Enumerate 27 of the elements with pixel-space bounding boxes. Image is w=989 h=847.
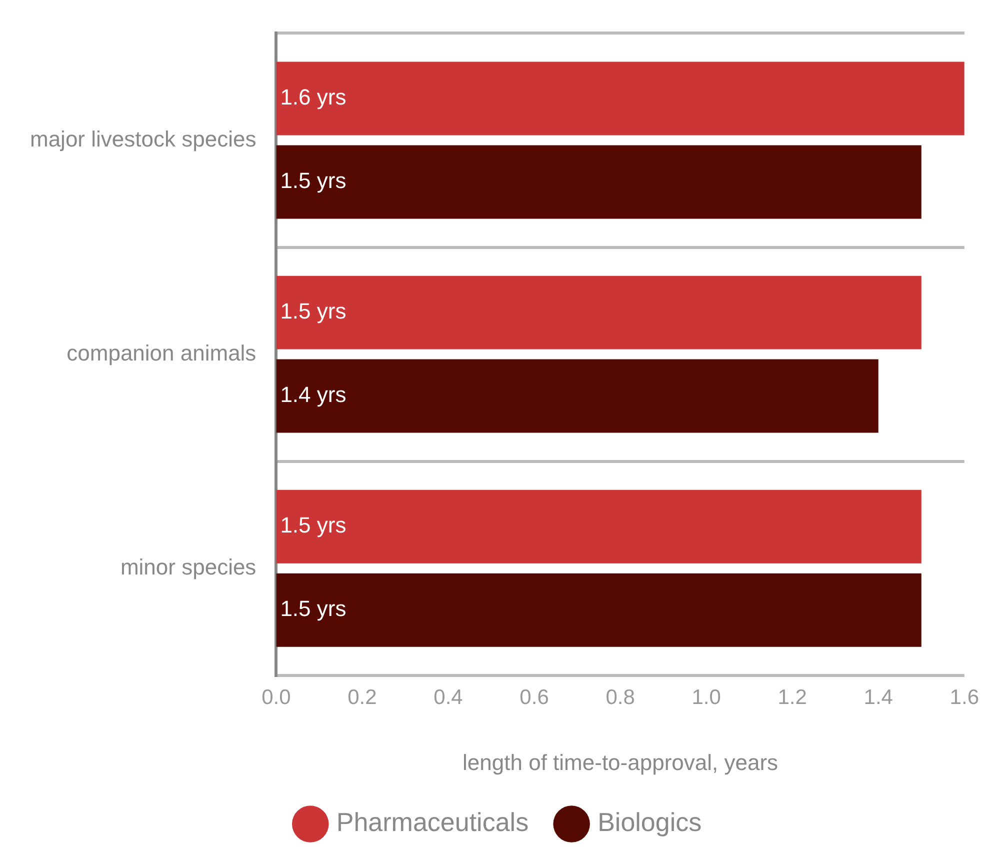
y-tick-label: major livestock species: [30, 126, 256, 152]
legend-label: Biologics: [598, 807, 702, 838]
x-tick-label: 0.8: [606, 686, 635, 709]
legend-label: Pharmaceuticals: [336, 807, 529, 838]
bar: [276, 490, 922, 564]
data-label: 1.5 yrs: [280, 596, 346, 622]
x-tick-label: 1.6: [950, 686, 980, 709]
y-tick-label: minor species: [120, 554, 256, 580]
x-tick-label: 0.4: [434, 686, 464, 709]
bar: [276, 359, 878, 433]
data-label: 1.5 yrs: [280, 168, 346, 194]
x-tick-label: 1.2: [778, 686, 807, 709]
data-label: 1.5 yrs: [280, 512, 346, 538]
x-axis-title: length of time-to-approval, years: [462, 750, 778, 775]
x-tick-label: 1.0: [692, 686, 721, 709]
x-tick-label: 1.4: [864, 686, 894, 709]
y-tick-label: companion animals: [66, 340, 256, 366]
x-tick-label: 0.2: [348, 686, 377, 709]
bar: [276, 145, 922, 219]
x-tick-label: 0.0: [262, 686, 291, 709]
data-label: 1.5 yrs: [280, 298, 346, 324]
bar: [276, 276, 922, 350]
bar: [276, 62, 964, 136]
data-label: 1.4 yrs: [280, 382, 346, 408]
data-label: 1.6 yrs: [280, 84, 346, 110]
bar: [276, 573, 922, 647]
x-tick-label: 0.6: [520, 686, 549, 709]
